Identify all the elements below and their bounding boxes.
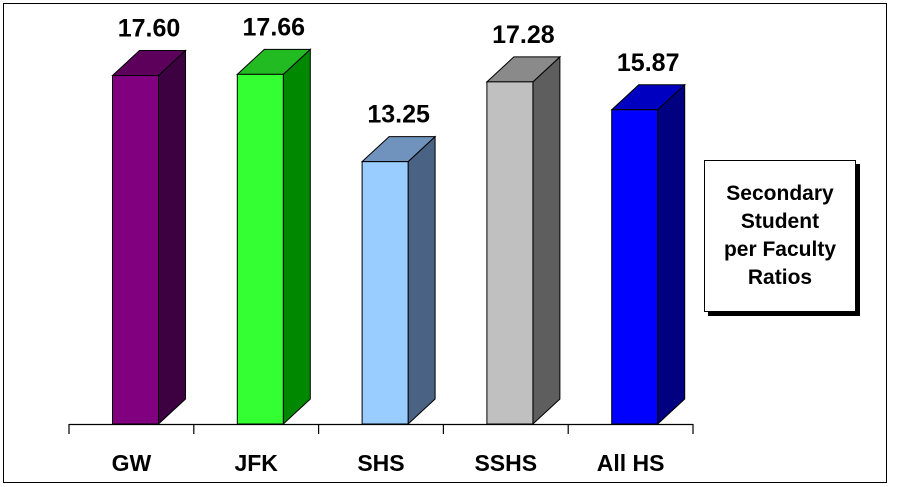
x-tick-label: All HS xyxy=(597,450,665,476)
bar-jfk xyxy=(236,48,312,426)
bar-side-face xyxy=(158,49,186,426)
bar-gw xyxy=(111,49,187,426)
bar-value-label: 17.28 xyxy=(492,21,555,49)
bar-value-label: 17.60 xyxy=(118,15,181,43)
bar-all-hs xyxy=(610,83,686,426)
bar-value-label: 15.87 xyxy=(617,49,680,77)
bar-front-face xyxy=(611,109,659,425)
bar-value-label: 17.66 xyxy=(243,13,306,41)
bar-shs xyxy=(360,135,437,426)
x-tick-label: GW xyxy=(112,450,152,476)
bars-group xyxy=(111,48,686,426)
legend-title: Secondary Student per Faculty Ratios xyxy=(723,182,837,289)
labels-group: 17.60 GW 17.66 JFK 13.25 SHS 17.28 SSHS 15.87 All… xyxy=(112,13,680,476)
x-tick-label: SHS xyxy=(357,450,404,476)
bar-side-face xyxy=(532,55,561,426)
legend-box: Secondary Student per Faculty Ratios xyxy=(704,160,856,312)
bar-side-face xyxy=(282,48,311,426)
x-tick-label: SSHS xyxy=(474,450,537,476)
bar-front-face xyxy=(112,75,159,425)
bar-side-face xyxy=(407,135,436,426)
bar-value-label: 13.25 xyxy=(367,101,430,129)
x-axis-ticks xyxy=(68,424,694,434)
bar-front-face xyxy=(486,81,534,425)
bar-front-face xyxy=(361,161,409,425)
bar-front-face xyxy=(236,73,284,425)
bar-side-face xyxy=(657,83,686,426)
bar-sshs xyxy=(485,55,562,426)
x-tick-label: JFK xyxy=(234,450,278,476)
